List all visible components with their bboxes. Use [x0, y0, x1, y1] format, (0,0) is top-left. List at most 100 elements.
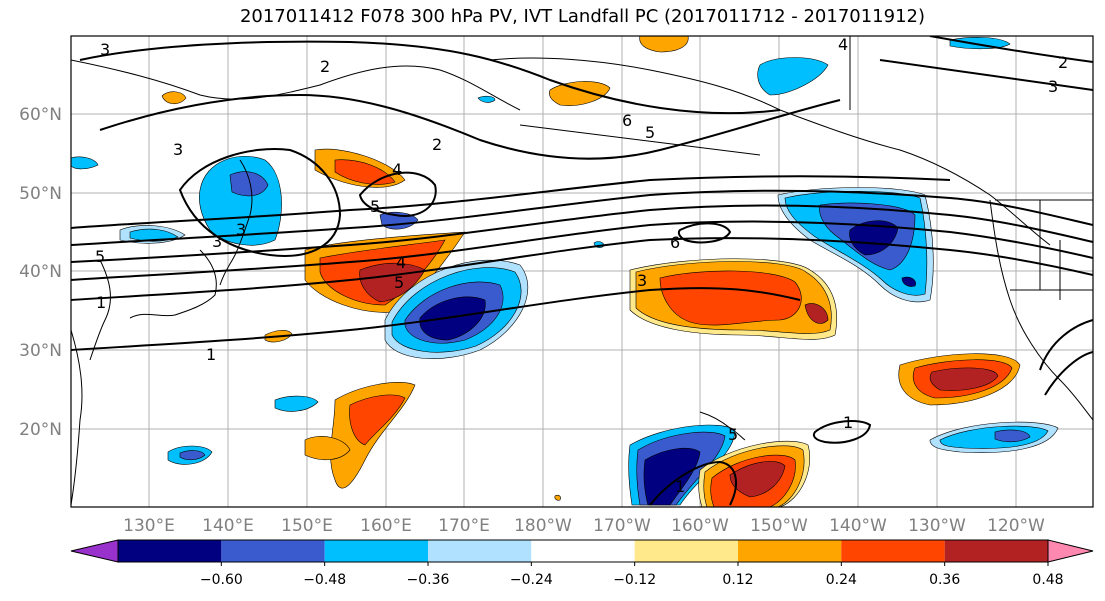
contour-ne-1 [879, 36, 1093, 91]
coast-korea [89, 259, 111, 361]
shade-blue-12 [274, 395, 319, 412]
colorbar-tick-label: −0.36 [407, 572, 450, 588]
colorbar-segment [841, 540, 945, 562]
coast-kamchatka [219, 159, 253, 286]
shade-blue-16 [949, 37, 1011, 50]
latitude-labels: 60°N 50°N 40°N 30°N 20°N [19, 105, 62, 440]
colorbar-tick-label: −0.24 [510, 572, 553, 588]
contour-label-5: 4 [392, 160, 402, 179]
coastlines [71, 36, 1093, 506]
contour-label-8: 5 [645, 123, 655, 142]
lon-label: 160°W [671, 516, 729, 536]
lon-label: 150°E [281, 516, 333, 536]
colorbar-extend-low [70, 539, 119, 563]
contour-label-17: 1 [96, 293, 106, 312]
coast-westcoast [989, 199, 1093, 421]
contour-jet-5 [71, 175, 951, 229]
shade-orange-12 [554, 494, 561, 501]
shade-orange-9 [639, 36, 689, 53]
coast-aleutians [519, 124, 761, 156]
lat-label: 60°N [19, 105, 62, 125]
shade-navy-3 [901, 276, 916, 287]
contour-label-10: 3 [1048, 77, 1058, 96]
lat-label: 30°N [19, 341, 62, 361]
shade-blue-15 [757, 57, 829, 96]
contour-label-14: 4 [396, 253, 406, 272]
contour-label-12: 3 [212, 232, 222, 251]
lon-label: 120°W [987, 516, 1045, 536]
contour-jet-1 [71, 237, 1093, 301]
colorbar-outline [117, 539, 1049, 563]
border-canada [849, 36, 1093, 201]
contour-label-23: 3 [637, 271, 647, 290]
shade-orange-10 [161, 91, 187, 105]
lon-label: 130°E [123, 516, 175, 536]
contour-label-13: 5 [95, 247, 105, 266]
shade-blue-2 [229, 171, 269, 197]
contour-east-1 [1039, 319, 1093, 396]
contour-ridge-1 [99, 93, 841, 160]
lon-label: 150°W [750, 516, 808, 536]
colorbar-segment [221, 540, 325, 562]
contour-jet-4 [71, 189, 1093, 246]
contour-cutoff-1 [677, 222, 732, 244]
colorbar-tick-label: 0.48 [1032, 572, 1063, 588]
lat-label: 50°N [19, 184, 62, 204]
colorbar-tick-label: 0.12 [722, 572, 753, 588]
contour-jet-2 [71, 220, 1093, 281]
colorbar-extend-high [1047, 539, 1094, 563]
colorbar-tick-label: −0.12 [613, 572, 656, 588]
shade-blue-3 [129, 228, 179, 242]
contour-1-south [71, 287, 801, 351]
shade-blue-19 [477, 95, 496, 103]
shade-navy-1 [419, 296, 486, 341]
pv-contours [71, 36, 1093, 506]
shade-blue-14 [179, 450, 206, 461]
lon-label: 140°W [829, 516, 887, 536]
contour-label-3: 3 [173, 140, 183, 159]
shade-darkred-2 [804, 303, 829, 324]
lat-label: 40°N [19, 262, 62, 282]
contour-low-1 [358, 171, 437, 217]
contour-label-6: 5 [370, 197, 380, 216]
lon-label: 160°E [360, 516, 412, 536]
colorbar-tick-label: −0.48 [303, 572, 346, 588]
contour-low-2 [178, 148, 342, 257]
longitude-labels: 130°E 140°E 150°E 160°E 170°E 180°W 170°W 160°W… [123, 516, 1045, 536]
contour-label-16: 3 [236, 220, 246, 239]
contour-label-7: 6 [622, 111, 632, 130]
contour-hawaii-1 [649, 460, 737, 506]
lon-label: 140°E [202, 516, 254, 536]
contour-sw-1 [812, 419, 872, 444]
lat-label: 20°N [19, 420, 62, 440]
shade-darkred-3 [929, 367, 999, 391]
shade-orange-4 [304, 436, 351, 460]
lon-label: 180°W [514, 516, 572, 536]
colorbar-tick-label: −0.60 [200, 572, 243, 588]
shade-red-4 [659, 270, 802, 326]
contour-label-20: 1 [843, 413, 853, 432]
contour-label-22: 5 [728, 425, 738, 444]
lon-label: 170°E [438, 516, 490, 536]
shade-blue-11 [994, 429, 1031, 443]
contour-label-4: 2 [432, 135, 442, 154]
contour-label-21: 1 [675, 477, 685, 496]
contour-label-18: 1 [206, 345, 216, 364]
chart-title: 2017011412 F078 300 hPa PV, IVT Landfall… [239, 6, 926, 27]
lon-label: 170°W [593, 516, 651, 536]
coast-hawaii [699, 411, 746, 441]
colorbar-tick-label: 0.24 [826, 572, 857, 588]
colorbar-segment [738, 540, 842, 562]
colorbar: −0.60 −0.48 −0.36 −0.24 −0.12 0.12 0.24 0.36 0.4… [70, 539, 1094, 588]
colorbar-segment [944, 540, 1048, 562]
coast-asia [71, 59, 521, 111]
contour-label-9: 4 [838, 35, 848, 54]
contour-label-2: 2 [320, 57, 330, 76]
shade-red-3 [349, 394, 406, 446]
coast-japan [129, 249, 217, 319]
colorbar-segment [118, 540, 222, 562]
colorbar-segment [428, 540, 532, 562]
shade-orange-8 [549, 81, 611, 106]
contour-label-15: 5 [394, 273, 404, 292]
